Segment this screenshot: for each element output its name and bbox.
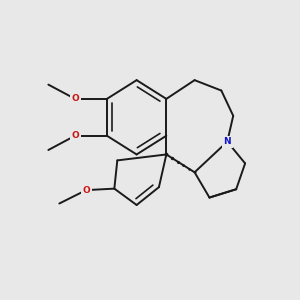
Text: O: O <box>71 131 79 140</box>
Text: N: N <box>224 137 231 146</box>
Text: O: O <box>71 94 79 103</box>
Text: O: O <box>82 186 90 195</box>
